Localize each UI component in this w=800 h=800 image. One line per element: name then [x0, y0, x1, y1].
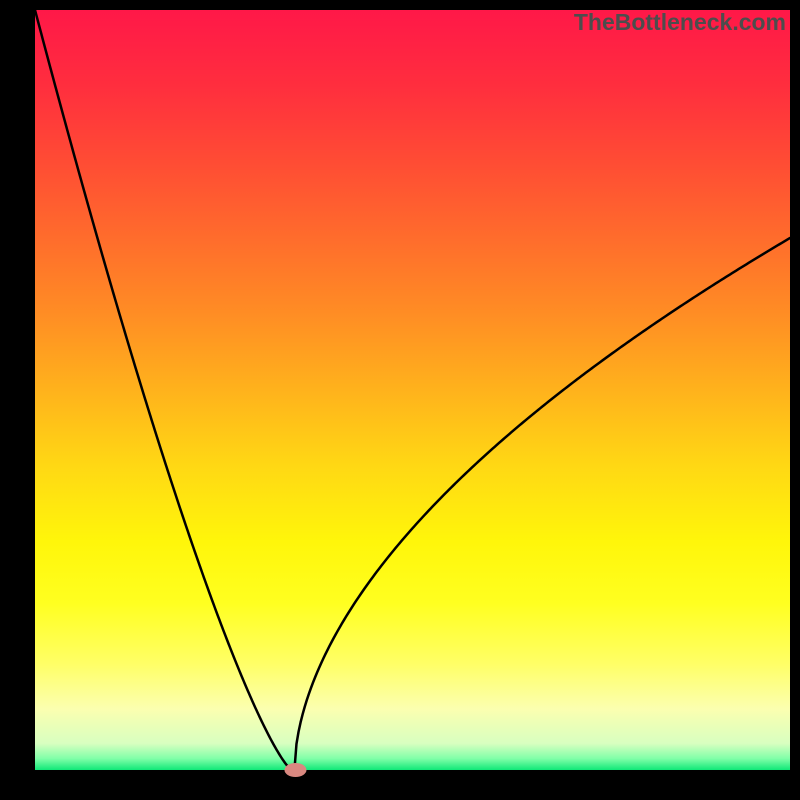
bottleneck-chart — [0, 0, 800, 800]
watermark-text: TheBottleneck.com — [574, 9, 786, 36]
vertex-marker — [284, 763, 306, 777]
chart-container: TheBottleneck.com — [0, 0, 800, 800]
plot-background — [35, 10, 790, 770]
